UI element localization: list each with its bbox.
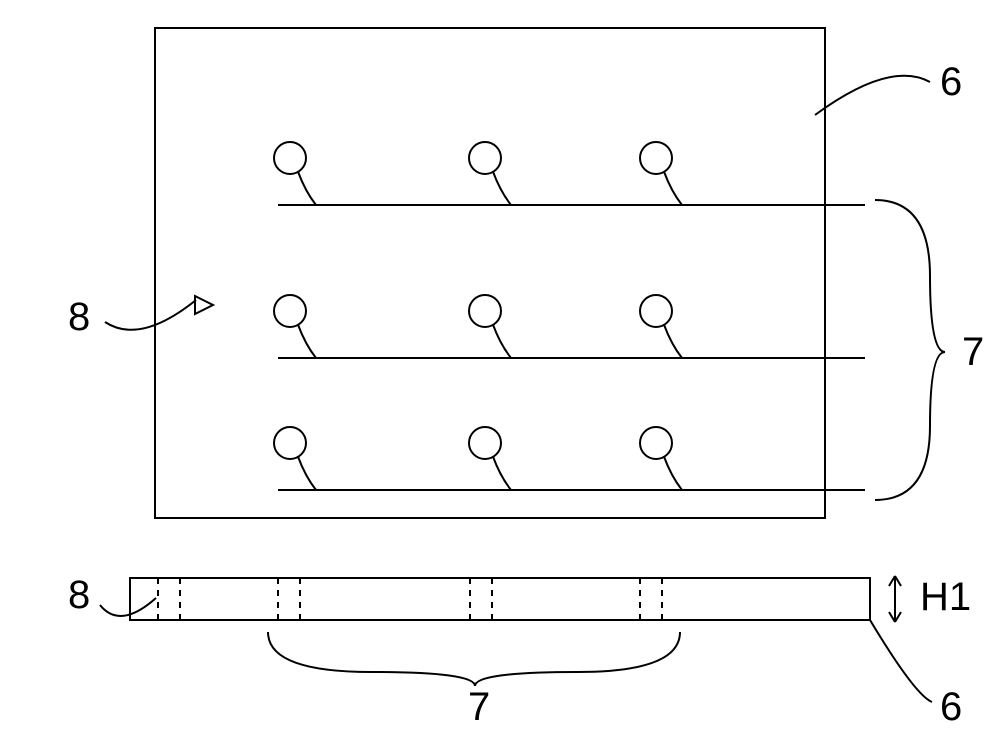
hook-circle-1-1 [469, 295, 501, 327]
label-top_6: 6 [940, 60, 962, 104]
label-left_8: 8 [68, 295, 90, 339]
label-bottom_6: 6 [940, 685, 962, 729]
hook-tail-2-0 [298, 457, 316, 490]
label-bottom_7: 7 [468, 685, 490, 729]
hook-circle-0-0 [274, 142, 306, 174]
leader-bottom_6 [870, 620, 932, 702]
hook-tail-0-2 [664, 172, 682, 205]
marker-triangle-icon [195, 296, 213, 314]
leader-left_8 [105, 300, 196, 330]
side-view-outline [130, 578, 870, 620]
hook-tail-1-2 [664, 325, 682, 358]
hook-tail-1-0 [298, 325, 316, 358]
top-view-outline [155, 28, 825, 518]
hook-circle-0-2 [640, 142, 672, 174]
leader-top_6 [815, 76, 930, 115]
leader-side_8 [100, 598, 156, 616]
right-brace [875, 200, 945, 500]
hook-tail-2-1 [493, 457, 511, 490]
label-right_7: 7 [962, 330, 984, 374]
label-H1: H1 [920, 575, 971, 619]
hook-tail-1-1 [493, 325, 511, 358]
hook-circle-2-1 [469, 427, 501, 459]
patent-figure-svg: 6 7 8 8 H1 7 6 [0, 0, 1000, 755]
hook-circle-1-2 [640, 295, 672, 327]
hook-circle-0-1 [469, 142, 501, 174]
label-side_8: 8 [68, 573, 90, 617]
hook-tail-2-2 [664, 457, 682, 490]
hook-circle-2-2 [640, 427, 672, 459]
bottom-brace [268, 632, 680, 686]
hook-tail-0-0 [298, 172, 316, 205]
hook-tail-0-1 [493, 172, 511, 205]
hook-circle-2-0 [274, 427, 306, 459]
hook-circle-1-0 [274, 295, 306, 327]
